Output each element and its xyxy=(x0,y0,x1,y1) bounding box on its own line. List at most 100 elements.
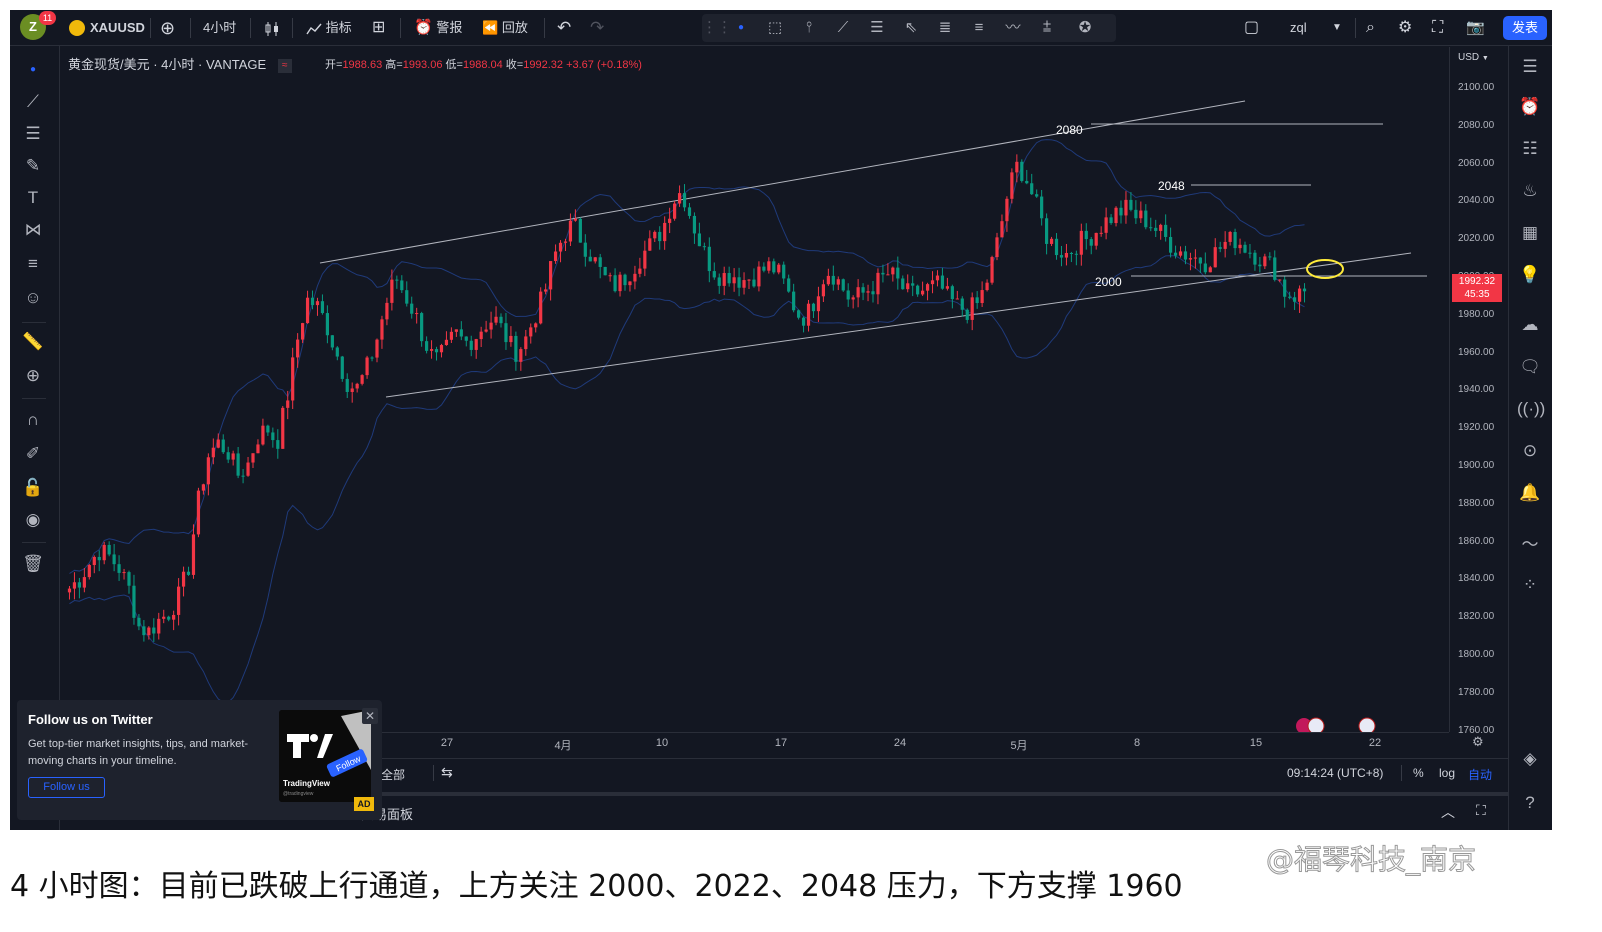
candle-body[interactable] xyxy=(534,323,538,328)
candle-body[interactable] xyxy=(573,218,577,221)
candle-body[interactable] xyxy=(653,231,657,239)
lock-icon[interactable]: 🔓 xyxy=(22,478,44,497)
prediction-icon[interactable]: ⩲ xyxy=(1042,19,1052,36)
axis-settings-gear-icon[interactable]: ⚙ xyxy=(1472,734,1484,749)
candle-body[interactable] xyxy=(975,297,979,304)
help-icon[interactable]: ? xyxy=(1525,793,1535,812)
candle-body[interactable] xyxy=(980,290,984,304)
candle-body[interactable] xyxy=(876,272,880,295)
undo-icon[interactable]: ↶ xyxy=(557,18,572,37)
candle-body[interactable] xyxy=(286,400,290,408)
candle-body[interactable] xyxy=(985,282,989,291)
candle-body[interactable] xyxy=(643,250,647,269)
candle-body[interactable] xyxy=(335,347,339,357)
candle-body[interactable] xyxy=(365,357,369,376)
stream-icon[interactable]: ⊙ xyxy=(1522,441,1538,460)
watchlist-icon[interactable]: ☰ xyxy=(1522,57,1538,76)
candle-body[interactable] xyxy=(479,331,483,340)
candle-body[interactable] xyxy=(1015,161,1019,173)
candle-body[interactable] xyxy=(429,349,434,351)
candle-body[interactable] xyxy=(1248,252,1252,254)
follow-us-button[interactable]: Follow us xyxy=(28,777,105,798)
horizontal-lines-icon[interactable]: ☰ xyxy=(25,124,41,143)
candle-body[interactable] xyxy=(449,331,453,340)
search-icon[interactable]: ⌕ xyxy=(1366,19,1375,36)
candle-body[interactable] xyxy=(1035,194,1039,197)
candle-body[interactable] xyxy=(553,251,558,262)
candle-body[interactable] xyxy=(469,340,473,350)
candle-body[interactable] xyxy=(568,220,573,242)
candle-body[interactable] xyxy=(330,335,334,348)
candle-body[interactable] xyxy=(1139,210,1143,219)
candle-body[interactable] xyxy=(1010,172,1014,199)
candle-body[interactable] xyxy=(1069,252,1073,254)
select-rect-icon[interactable]: ⬚ xyxy=(767,19,783,36)
candle-body[interactable] xyxy=(1114,207,1118,224)
close-icon[interactable]: ✕ xyxy=(362,708,378,724)
candle-body[interactable] xyxy=(355,383,359,389)
candle-body[interactable] xyxy=(702,246,706,248)
expand-icon[interactable]: ⛶ xyxy=(1432,19,1444,36)
candle-body[interactable] xyxy=(67,588,72,593)
candle-body[interactable] xyxy=(1193,257,1197,259)
candle-body[interactable] xyxy=(92,556,96,566)
candle-body[interactable] xyxy=(181,571,186,587)
candle-body[interactable] xyxy=(633,273,637,282)
magnet-icon[interactable]: ∩ xyxy=(26,410,40,429)
highlight-ellipse[interactable] xyxy=(1306,259,1344,279)
candle-body[interactable] xyxy=(628,281,632,286)
candle-body[interactable] xyxy=(524,336,528,350)
candle-body[interactable] xyxy=(1198,257,1202,264)
candle-body[interactable] xyxy=(425,341,429,351)
candle-body[interactable] xyxy=(1164,224,1168,237)
candle-body[interactable] xyxy=(196,490,201,535)
cursor-dot-icon[interactable]: ● xyxy=(737,22,745,33)
candle-body[interactable] xyxy=(623,274,627,286)
candle-body[interactable] xyxy=(1268,256,1272,258)
candle-body[interactable] xyxy=(940,275,945,289)
candle-body[interactable] xyxy=(509,335,513,343)
candle-body[interactable] xyxy=(434,349,439,353)
candle-body[interactable] xyxy=(241,475,245,477)
candle-body[interactable] xyxy=(127,572,131,586)
chat-cloud-icon[interactable]: ☁ xyxy=(1521,315,1539,334)
candle-body[interactable] xyxy=(881,272,885,275)
symbol-search-button[interactable]: XAUUSD xyxy=(90,20,145,35)
candle-body[interactable] xyxy=(821,284,825,297)
candle-body[interactable] xyxy=(216,439,220,448)
replay-button[interactable]: ⏪ 回放 xyxy=(482,10,528,46)
candle-body[interactable] xyxy=(375,339,379,358)
candle-body[interactable] xyxy=(658,231,662,242)
candle-body[interactable] xyxy=(752,279,756,287)
candle-body[interactable] xyxy=(1253,252,1257,265)
candle-body[interactable] xyxy=(276,440,280,449)
candle-body[interactable] xyxy=(811,303,816,312)
candle-body[interactable] xyxy=(340,356,344,379)
candle-body[interactable] xyxy=(722,273,726,286)
candle-body[interactable] xyxy=(206,457,210,485)
candle-body[interactable] xyxy=(871,291,875,295)
redo-icon[interactable]: ↷ xyxy=(590,18,605,37)
candle-body[interactable] xyxy=(1059,255,1064,258)
candle-body[interactable] xyxy=(221,439,225,453)
candle-body[interactable] xyxy=(712,271,716,278)
candle-body[interactable] xyxy=(806,303,811,326)
candle-body[interactable] xyxy=(618,274,622,292)
candle-body[interactable] xyxy=(152,627,156,634)
forecast-icon[interactable]: ≡ xyxy=(28,254,38,273)
auto-toggle[interactable]: 自动 xyxy=(1468,768,1493,782)
candle-body[interactable] xyxy=(454,329,458,332)
candle-body[interactable] xyxy=(102,544,106,561)
candle-body[interactable] xyxy=(544,289,548,292)
candle-body[interactable] xyxy=(846,290,850,300)
candle-body[interactable] xyxy=(916,285,920,295)
candle-body[interactable] xyxy=(1064,252,1069,258)
hotlist-fire-icon[interactable]: ♨ xyxy=(1522,181,1538,200)
chevron-down-icon[interactable]: ▼ xyxy=(1332,22,1342,33)
text-icon[interactable]: T xyxy=(27,188,39,207)
candle-body[interactable] xyxy=(578,218,582,243)
candle-type-icon[interactable] xyxy=(264,10,280,46)
candle-body[interactable] xyxy=(727,273,731,284)
candle-body[interactable] xyxy=(593,257,597,262)
candle-body[interactable] xyxy=(236,453,240,476)
